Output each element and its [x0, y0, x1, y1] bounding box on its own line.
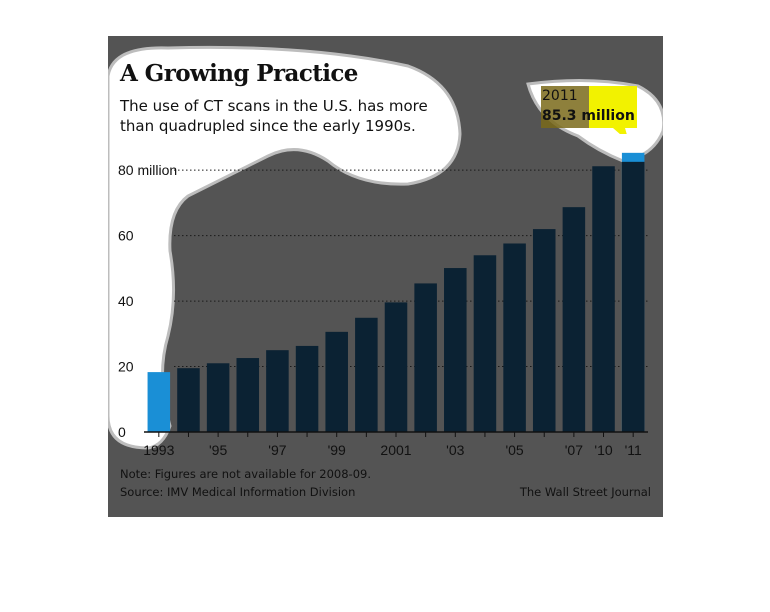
chart-title: A Growing Practice: [120, 60, 358, 87]
y-tick-label: 60: [118, 228, 134, 244]
bar-chart: 0 20 40 60 80 million 1993 '95 '97 '99 2001 '03 '0…: [118, 152, 648, 458]
bar: [562, 207, 586, 432]
bar: [177, 368, 200, 432]
x-tick-label: 2001: [380, 442, 411, 458]
y-tick-label: 20: [118, 359, 134, 375]
bar: [473, 255, 497, 432]
bar: [384, 302, 408, 432]
y-tick-label: 80 million: [118, 162, 177, 178]
x-tick-label: '05: [505, 442, 523, 458]
bar: [325, 331, 348, 432]
x-tick-label: '03: [446, 442, 464, 458]
annotation-year: 2011: [542, 88, 578, 104]
x-tick-label: '11: [625, 442, 642, 458]
annotation-callout: [541, 86, 637, 134]
bar: [532, 229, 556, 432]
bar: [592, 166, 615, 432]
gridlines: [174, 169, 648, 368]
y-axis-ticks: 0 20 40 60 80 million: [118, 162, 177, 440]
x-tick-label: 1993: [143, 442, 174, 458]
chart-credit: The Wall Street Journal: [519, 485, 651, 499]
chart-source: Source: IMV Medical Information Division: [120, 485, 356, 499]
x-tick-label: '97: [268, 442, 286, 458]
bar: [206, 363, 230, 432]
bar: [266, 350, 289, 432]
bar: [503, 243, 526, 432]
bar: [355, 317, 378, 432]
bars: [147, 152, 645, 432]
bar: [295, 345, 319, 432]
x-axis-ticks: 1993 '95 '97 '99 2001 '03 '05 '07 '10 '11: [143, 432, 642, 458]
bar: [444, 268, 467, 432]
y-tick-label: 0: [118, 424, 126, 440]
x-tick-label: '95: [209, 442, 227, 458]
bar: [147, 372, 171, 432]
annotation-value: 85.3 million: [542, 108, 635, 124]
bar: [414, 283, 437, 432]
y-tick-label: 40: [118, 293, 134, 309]
bar-body: [621, 161, 645, 432]
x-tick-label: '07: [565, 442, 583, 458]
x-tick-label: '99: [328, 442, 346, 458]
chart-footnote: Note: Figures are not available for 2008…: [120, 467, 371, 481]
chart-subtitle: The use of CT scans in the U.S. has more…: [120, 97, 428, 135]
bar: [236, 358, 260, 432]
chart-panel: A Growing Practice The use of CT scans i…: [108, 36, 663, 517]
x-tick-label: '10: [594, 442, 612, 458]
